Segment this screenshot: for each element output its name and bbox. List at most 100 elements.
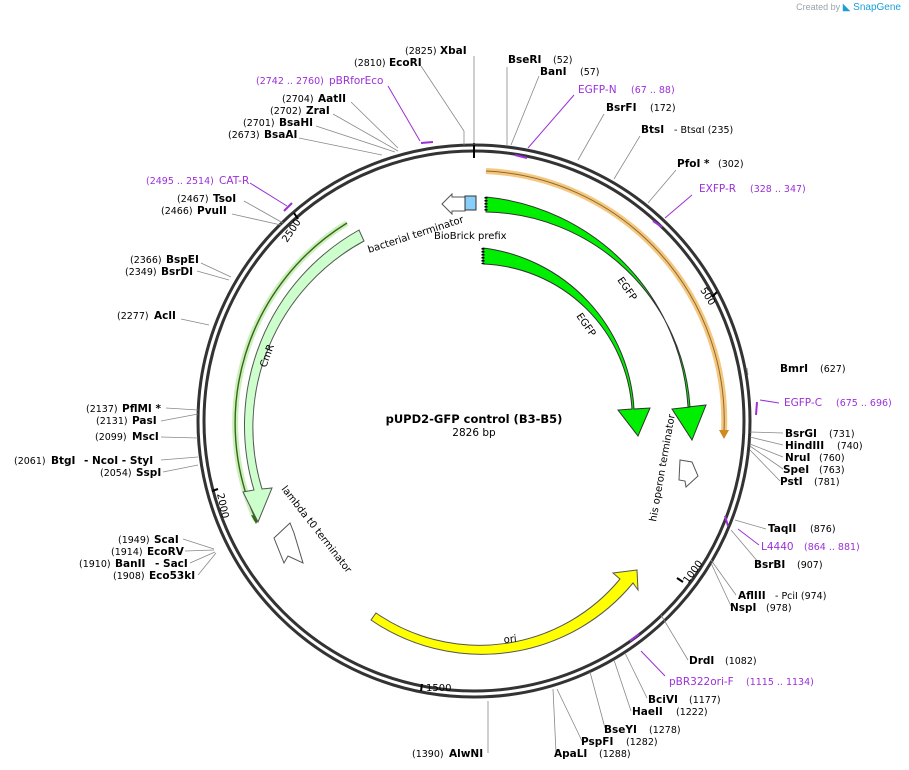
enzyme-pos-bmri: (627) xyxy=(820,364,846,375)
enzyme-apali: ApaLI xyxy=(554,748,587,760)
enzyme-drdi: DrdI xyxy=(689,655,714,667)
enzyme-nrui: NruI xyxy=(785,452,810,464)
enzyme-pos-afliii: - PciI (974) xyxy=(775,591,826,602)
primer-pos-egfp-n: (67 .. 88) xyxy=(631,85,675,96)
enzyme-pos-taqii: (876) xyxy=(810,524,836,535)
enzyme-afliii: AflIII xyxy=(738,590,766,602)
enzyme-pvuii: PvuII xyxy=(197,205,227,217)
enzyme-pos-pflmi: (2137) xyxy=(86,404,118,415)
egfp-outer-arrow xyxy=(485,196,707,442)
tick-label-2000: 2000 xyxy=(214,492,230,519)
enzyme-pos-bsahi: (2701) xyxy=(243,118,275,129)
enzyme-aatii: AatII xyxy=(318,93,346,105)
enzyme-btsi: BtsI xyxy=(641,124,664,136)
snapgene-logo: ◣ SnapGene xyxy=(842,2,901,13)
cmr-band-line xyxy=(234,222,348,521)
enzyme-ncoi-styi: - NcoI - StyI xyxy=(84,455,153,467)
enzyme-pos-pasi: (2131) xyxy=(96,416,128,427)
enzyme-pos-pvuii: (2466) xyxy=(161,206,193,217)
enzyme-pspfi: PspFI xyxy=(581,736,613,748)
his-operon-terminator-arrow xyxy=(678,459,699,488)
enzyme-nspi: NspI xyxy=(730,602,756,614)
enzyme-pos-pspfi: (1282) xyxy=(626,737,658,748)
enzyme-pflmi: PflMI * xyxy=(122,403,161,415)
enzyme-bsrbi: BsrBI xyxy=(754,559,785,571)
enzyme-pos-ecori: (2810) xyxy=(354,58,386,69)
enzyme-ecorv: EcoRV xyxy=(147,546,185,558)
enzyme-pos-bsrbi: (907) xyxy=(797,560,823,571)
tick-2000: 2000 xyxy=(211,488,230,520)
enzyme-acli: AclI xyxy=(154,310,176,322)
biobrick-prefix-box xyxy=(464,195,477,211)
primer-cat-r: CAT-R xyxy=(219,175,249,187)
primer-pos-egfp-c: (675 .. 696) xyxy=(836,398,892,409)
enzyme-pos-zrai: (2702) xyxy=(270,106,302,117)
enzyme-bcivi: BciVI xyxy=(648,694,678,706)
enzyme-bsaai: BsaAI xyxy=(264,129,297,141)
enzyme-pos-apali: (1288) xyxy=(599,749,631,760)
enzyme-bspei: BspEI xyxy=(166,254,199,266)
enzyme-pos-btsi: - BtsαI (235) xyxy=(674,125,733,136)
label-his-operon-terminator: his operon terminator xyxy=(648,413,678,523)
bacterial-terminator-arrow xyxy=(441,192,466,216)
enzyme-bsahi: BsaHI xyxy=(279,117,313,129)
label-ori: ori xyxy=(503,634,517,646)
enzyme-bsrdi: BsrDI xyxy=(161,266,193,278)
enzyme-pos-bseri: (52) xyxy=(553,55,573,66)
enzyme-pos-drdi: (1082) xyxy=(725,656,757,667)
enzyme-pos-sspi: (2054) xyxy=(100,468,132,479)
tick-label-500: 500 xyxy=(697,286,716,308)
enzyme-pos-msci: (2099) xyxy=(95,432,127,443)
enzyme-banii: BanII xyxy=(115,558,145,570)
enzyme-zrai: ZraI xyxy=(306,105,330,117)
enzyme-pos-bsrdi: (2349) xyxy=(125,267,157,278)
enzyme-eco53ki: Eco53kI xyxy=(149,570,195,582)
egfp-inner-arrow xyxy=(482,247,651,437)
enzyme-pos-ecorv: (1914) xyxy=(111,547,143,558)
enzyme-bmri: BmrI xyxy=(780,363,808,375)
credit: Created by ◣ SnapGene xyxy=(796,2,901,13)
enzyme-bsrgi: BsrGI xyxy=(785,428,817,440)
enzyme-pasi: PasI xyxy=(132,415,157,427)
enzyme-pos-spei: (763) xyxy=(819,465,845,476)
enzyme-pos-scai: (1949) xyxy=(118,535,150,546)
enzyme-pos-bsrfi: (172) xyxy=(650,103,676,114)
enzyme-pos-banii: (1910) xyxy=(79,559,111,570)
primer-egfp-c: EGFP-C xyxy=(784,397,822,409)
enzyme-pos-bcivi: (1177) xyxy=(689,695,721,706)
primer-pbr322ori-f: pBR322ori-F xyxy=(669,676,734,688)
tick-label-1000: 1000 xyxy=(682,559,706,586)
label-egfp-outer: EGFP xyxy=(615,275,639,302)
enzyme-pos-haeii: (1222) xyxy=(676,707,708,718)
enzyme-alwni: AlwNI xyxy=(449,748,483,760)
tick-label-1500: 1500 xyxy=(426,683,451,694)
enzyme-pos-bani: (57) xyxy=(580,67,600,78)
primer-pbrforeco: pBRforEco xyxy=(329,75,383,87)
primer-exfp-r: EXFP-R xyxy=(699,183,736,195)
primer-l4440: L4440 xyxy=(761,541,794,553)
label-biobrick-prefix: BioBrick prefix xyxy=(434,231,507,242)
enzyme-bsrfi: BsrFI xyxy=(606,102,637,114)
enzyme-haeii: HaeII xyxy=(632,706,663,718)
enzyme-scai: ScaI xyxy=(154,534,179,546)
enzyme-pos-aatii: (2704) xyxy=(282,94,314,105)
enzyme-bseri: BseRI xyxy=(508,54,541,66)
enzyme-pos-alwni: (1390) xyxy=(412,749,444,760)
primer-pos-pbr322ori-f: (1115 .. 1134) xyxy=(746,677,814,688)
plasmid-name: pUPD2-GFP control (B3-B5) xyxy=(386,412,563,426)
cmr-arrow xyxy=(242,229,365,524)
enzyme-hindiii: HindIII xyxy=(785,440,824,452)
enzyme-saci: - SacI xyxy=(155,558,188,570)
enzyme-pos-hindiii: (740) xyxy=(837,441,863,452)
enzyme-bseyi: BseYI xyxy=(604,724,637,736)
credit-brand: SnapGene xyxy=(853,2,901,13)
primer-egfp-n: EGFP-N xyxy=(578,84,617,96)
enzyme-xbai: XbaI xyxy=(440,45,467,57)
ori-arrow xyxy=(370,569,639,655)
orf-band-arrowhead xyxy=(719,430,729,439)
enzyme-pos-tsoi: (2467) xyxy=(177,194,209,205)
tick-500: 500 xyxy=(697,286,718,308)
enzyme-ecori: EcoRI xyxy=(389,57,422,69)
enzyme-tsoi: TsoI xyxy=(213,193,236,205)
